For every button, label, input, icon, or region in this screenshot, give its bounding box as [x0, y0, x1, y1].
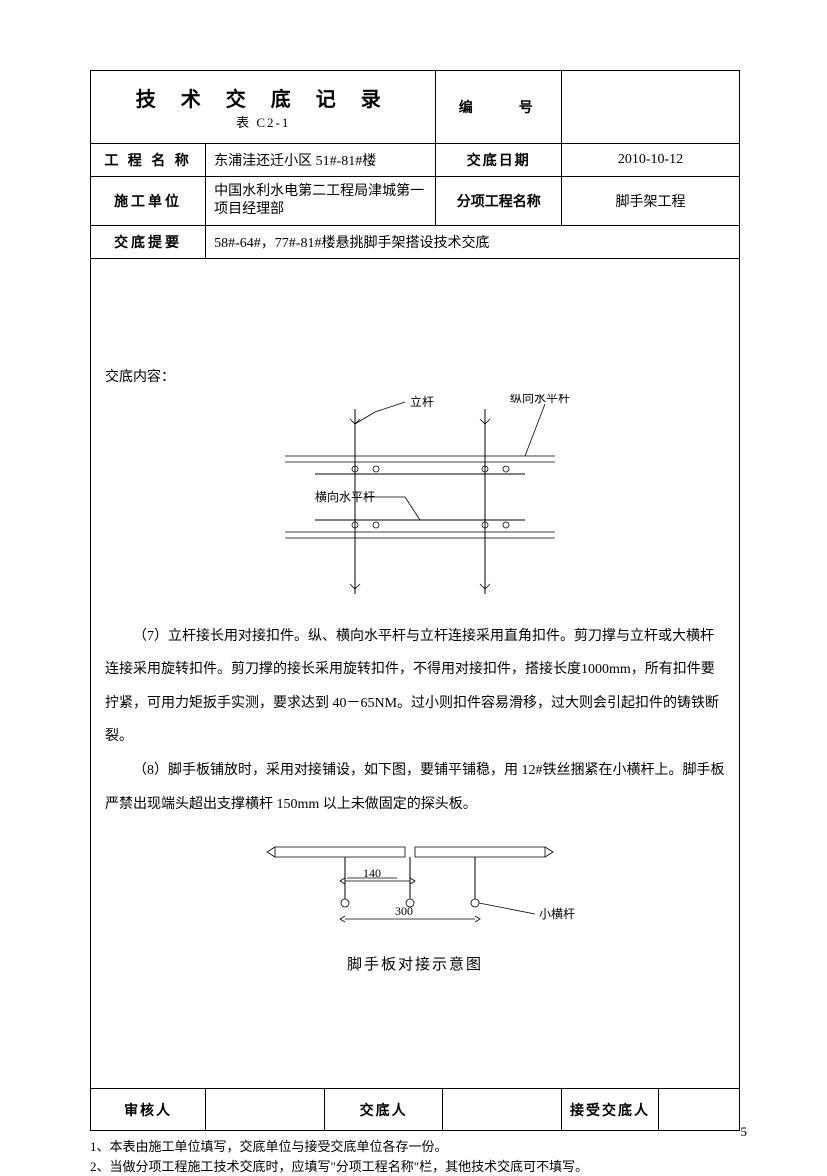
diagram-2: 140 300 小横杆 脚手板对接示意图 — [105, 829, 725, 974]
scaffold-diagram-svg: 立杆 纵向水平杆 横向水平杆 — [225, 394, 605, 604]
footnote-1: 1、本表由施工单位填写，交底单位与接受交底单位各存一份。 — [90, 1137, 740, 1157]
record-table: 技 术 交 底 记 录 表 C2-1 编 号 工 程 名 称 东浦洼还迁小区 5… — [90, 70, 740, 1131]
number-value — [562, 71, 740, 144]
reviewer-label: 审核人 — [91, 1089, 206, 1131]
receive-label: 接受交底人 — [562, 1089, 659, 1130]
unit-value: 中国水利水电第二工程局津城第一项目经理部 — [206, 177, 436, 226]
project-name-value: 东浦洼还迁小区 51#-81#楼 — [206, 144, 436, 177]
date-value: 2010-10-12 — [562, 144, 740, 177]
date-label: 交底日期 — [436, 144, 562, 177]
disclose-label: 交底人 — [325, 1089, 444, 1130]
title-cell: 技 术 交 底 记 录 表 C2-1 — [91, 71, 436, 144]
figure-caption: 脚手板对接示意图 — [105, 953, 725, 974]
project-name-label: 工 程 名 称 — [91, 144, 206, 177]
paragraph-7: （7）立杆接长用对接扣件。纵、横向水平杆与立杆连接采用直角扣件。剪刀撑与立杆或大… — [105, 620, 725, 754]
content-heading: 交底内容： — [105, 366, 725, 386]
content-cell: 交底内容： — [91, 259, 740, 1089]
label-small-horiz: 小横杆 — [539, 907, 575, 921]
dim-300: 300 — [395, 904, 413, 918]
plank-diagram-svg: 140 300 小横杆 — [215, 829, 615, 949]
subtitle: 表 C2-1 — [99, 112, 427, 131]
number-label: 编 号 — [436, 71, 562, 144]
footnotes: 1、本表由施工单位填写，交底单位与接受交底单位各存一份。 2、当做分项工程施工技… — [90, 1137, 740, 1176]
label-long-horiz: 纵向水平杆 — [510, 394, 570, 405]
footnote-2: 2、当做分项工程施工技术交底时，应填写"分项工程名称"栏，其他技术交底可不填写。 — [90, 1157, 740, 1176]
diagram-1: 立杆 纵向水平杆 横向水平杆 — [105, 394, 725, 604]
paragraph-8: （8）脚手板铺放时，采用对接铺设，如下图，要铺平铺稳，用 12#铁丝捆紧在小横杆… — [105, 754, 725, 821]
subitem-label: 分项工程名称 — [436, 177, 562, 226]
summary-label: 交底提要 — [91, 226, 206, 259]
summary-value: 58#-64#，77#-81#楼悬挑脚手架搭设技术交底 — [206, 226, 740, 259]
label-cross-horiz: 横向水平杆 — [315, 489, 375, 504]
document-page: 技 术 交 底 记 录 表 C2-1 编 号 工 程 名 称 东浦洼还迁小区 5… — [90, 70, 740, 1176]
body-text: （7）立杆接长用对接扣件。纵、横向水平杆与立杆连接采用直角扣件。剪刀撑与立杆或大… — [105, 620, 725, 822]
title: 技 术 交 底 记 录 — [99, 83, 427, 112]
page-number: 5 — [741, 1124, 748, 1140]
subitem-value: 脚手架工程 — [562, 177, 740, 226]
unit-label: 施工单位 — [91, 177, 206, 226]
label-vertical-pole: 立杆 — [410, 394, 434, 409]
